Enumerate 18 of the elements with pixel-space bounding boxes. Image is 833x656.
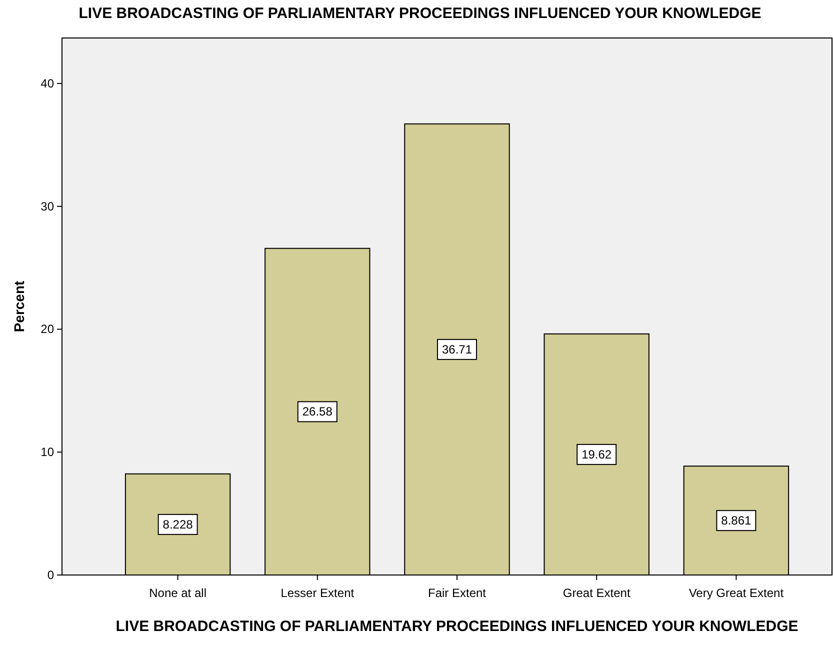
y-tick-label: 0 [47,568,54,582]
data-label: 8.861 [721,514,752,528]
y-tick-label: 30 [40,199,54,214]
data-label: 26.58 [302,404,333,419]
y-tick-label: 40 [40,76,54,90]
data-label: 8.228 [162,517,194,532]
x-tick-label: Great Extent [562,586,631,600]
y-tick-label: 10 [40,445,54,460]
data-label: 19.62 [582,447,612,462]
data-label: 36.71 [442,342,472,356]
x-tick-label: None at all [149,586,206,600]
y-axis-title: Percent [11,280,27,332]
x-tick-label: Lesser Extent [280,586,355,600]
chart-title: LIVE BROADCASTING OF PARLIAMENTARY PROCEEDINGS INFLUENCED YOUR KNOWLEDGE [78,5,762,22]
x-tick-label: Very Great Extent [688,586,784,600]
y-tick-label: 20 [40,322,54,336]
x-axis-title: LIVE BROADCASTING OF PARLIAMENTARY PROCEEDINGS INFLUENCED YOUR KNOWLEDGE [116,618,798,635]
x-tick-label: Fair Extent [428,586,487,600]
